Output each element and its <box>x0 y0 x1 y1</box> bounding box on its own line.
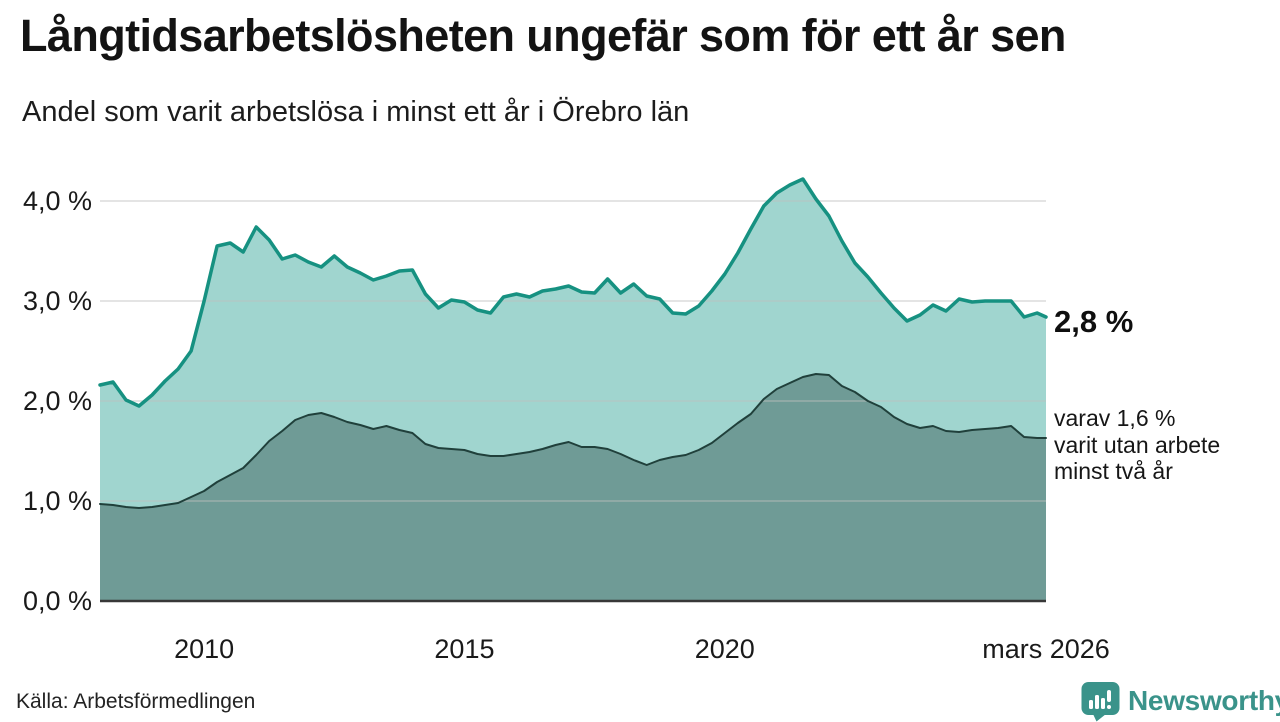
x-tick-label: 2010 <box>174 634 234 664</box>
x-tick-label: 2020 <box>695 634 755 664</box>
x-tick-label: mars 2026 <box>982 634 1110 664</box>
newsworthy-logo-icon <box>1081 682 1120 722</box>
x-tick-label: 2015 <box>434 634 494 664</box>
newsworthy-brand: Newsworthy <box>1080 680 1280 722</box>
two-year-annotation-line3: minst två år <box>1054 458 1173 484</box>
area-chart: 2,8 % varav 1,6 % varit utan arbete mins… <box>23 177 1220 664</box>
two-year-annotation-line1: varav 1,6 % <box>1054 405 1175 431</box>
page-title: Långtidsarbetslösheten ungefär som för e… <box>20 10 1066 61</box>
newsworthy-logo-text: Newsworthy <box>1128 685 1280 716</box>
series-line <box>99 373 1047 509</box>
latest-value-label: 2,8 % <box>1054 304 1133 339</box>
chart-subtitle: Andel som varit arbetslösa i minst ett å… <box>22 96 690 128</box>
y-tick-label: 3,0 % <box>23 286 92 316</box>
y-tick-label: 0,0 % <box>23 586 92 616</box>
source-credit: Källa: Arbetsförmedlingen <box>16 690 256 713</box>
series-area <box>100 374 1046 601</box>
two-year-annotation-line2: varit utan arbete <box>1054 432 1220 458</box>
y-tick-label: 1,0 % <box>23 486 92 516</box>
series-line <box>98 177 1048 408</box>
y-tick-label: 4,0 % <box>23 186 92 216</box>
y-tick-label: 2,0 % <box>23 386 92 416</box>
